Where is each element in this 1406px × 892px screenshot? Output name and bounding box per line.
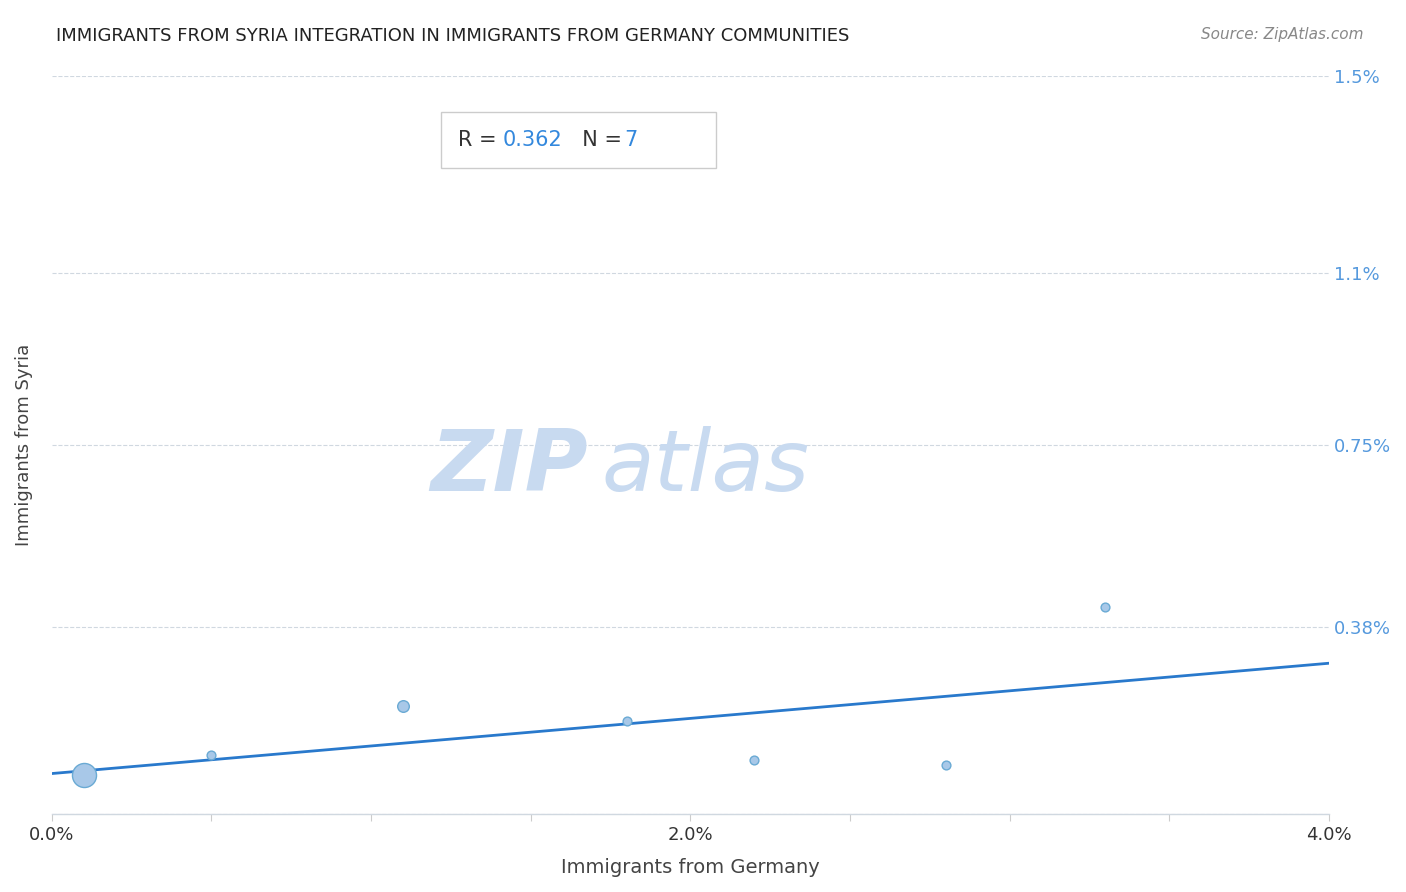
Point [392,698,415,713]
Text: N =: N = [569,130,628,150]
Text: R =: R = [458,130,503,150]
Text: Source: ZipAtlas.com: Source: ZipAtlas.com [1201,27,1364,42]
Point [73,768,96,782]
Point [200,748,222,763]
Point [742,753,765,767]
Text: 0.362: 0.362 [502,130,562,150]
Point [616,714,638,728]
Text: atlas: atlas [600,425,808,508]
Text: 7: 7 [624,130,637,150]
Text: IMMIGRANTS FROM SYRIA INTEGRATION IN IMMIGRANTS FROM GERMANY COMMUNITIES: IMMIGRANTS FROM SYRIA INTEGRATION IN IMM… [56,27,849,45]
Y-axis label: Immigrants from Syria: Immigrants from Syria [15,343,32,546]
Text: ZIP: ZIP [430,425,588,508]
FancyBboxPatch shape [441,112,716,168]
Point [1094,600,1116,615]
Point [935,758,957,772]
X-axis label: Immigrants from Germany: Immigrants from Germany [561,858,820,877]
